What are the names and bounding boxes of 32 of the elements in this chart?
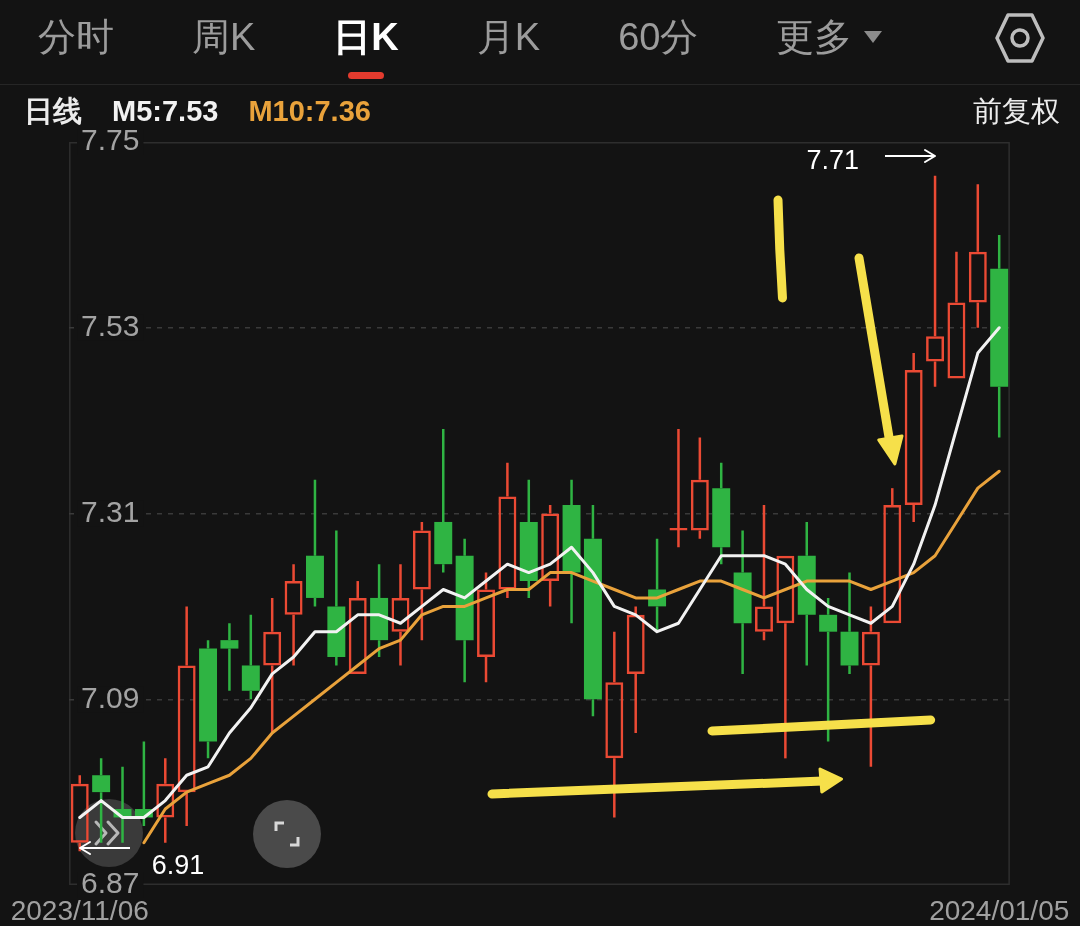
text: 60分 (618, 15, 699, 60)
candlestick (562, 478, 581, 625)
text: 分时 (38, 15, 114, 60)
candlestick (819, 596, 838, 743)
text: 月K (476, 15, 541, 60)
text: 周K (192, 15, 256, 60)
candlestick (305, 478, 324, 608)
candlestick (733, 529, 752, 676)
text: 更多 (776, 15, 853, 60)
text: M10:7.36 (248, 94, 371, 129)
legend-title: 日线 (24, 94, 82, 129)
candlestick (370, 562, 389, 659)
candlestick (241, 613, 260, 701)
candlestick (583, 503, 602, 718)
candlestick (327, 529, 346, 667)
text: 日K (333, 15, 399, 60)
candlestick (455, 537, 474, 684)
y-tick-label: 7.09 (81, 680, 140, 714)
candlestick (712, 461, 731, 566)
candlestick (199, 638, 218, 760)
candlestick (434, 427, 453, 574)
candlestick (220, 622, 239, 693)
candlestick (840, 571, 859, 676)
candlestick (92, 757, 111, 845)
text: 前复权 (973, 94, 1060, 129)
y-tick-label: 7.31 (81, 494, 140, 528)
y-tick-label: 7.53 (81, 309, 140, 343)
annotation: 6.91 (151, 849, 205, 880)
candlestick (519, 478, 538, 600)
annotation: 7.71 (806, 145, 860, 176)
candlestick (990, 233, 1009, 439)
x-tick-label: 2024/01/05 (929, 894, 1070, 926)
